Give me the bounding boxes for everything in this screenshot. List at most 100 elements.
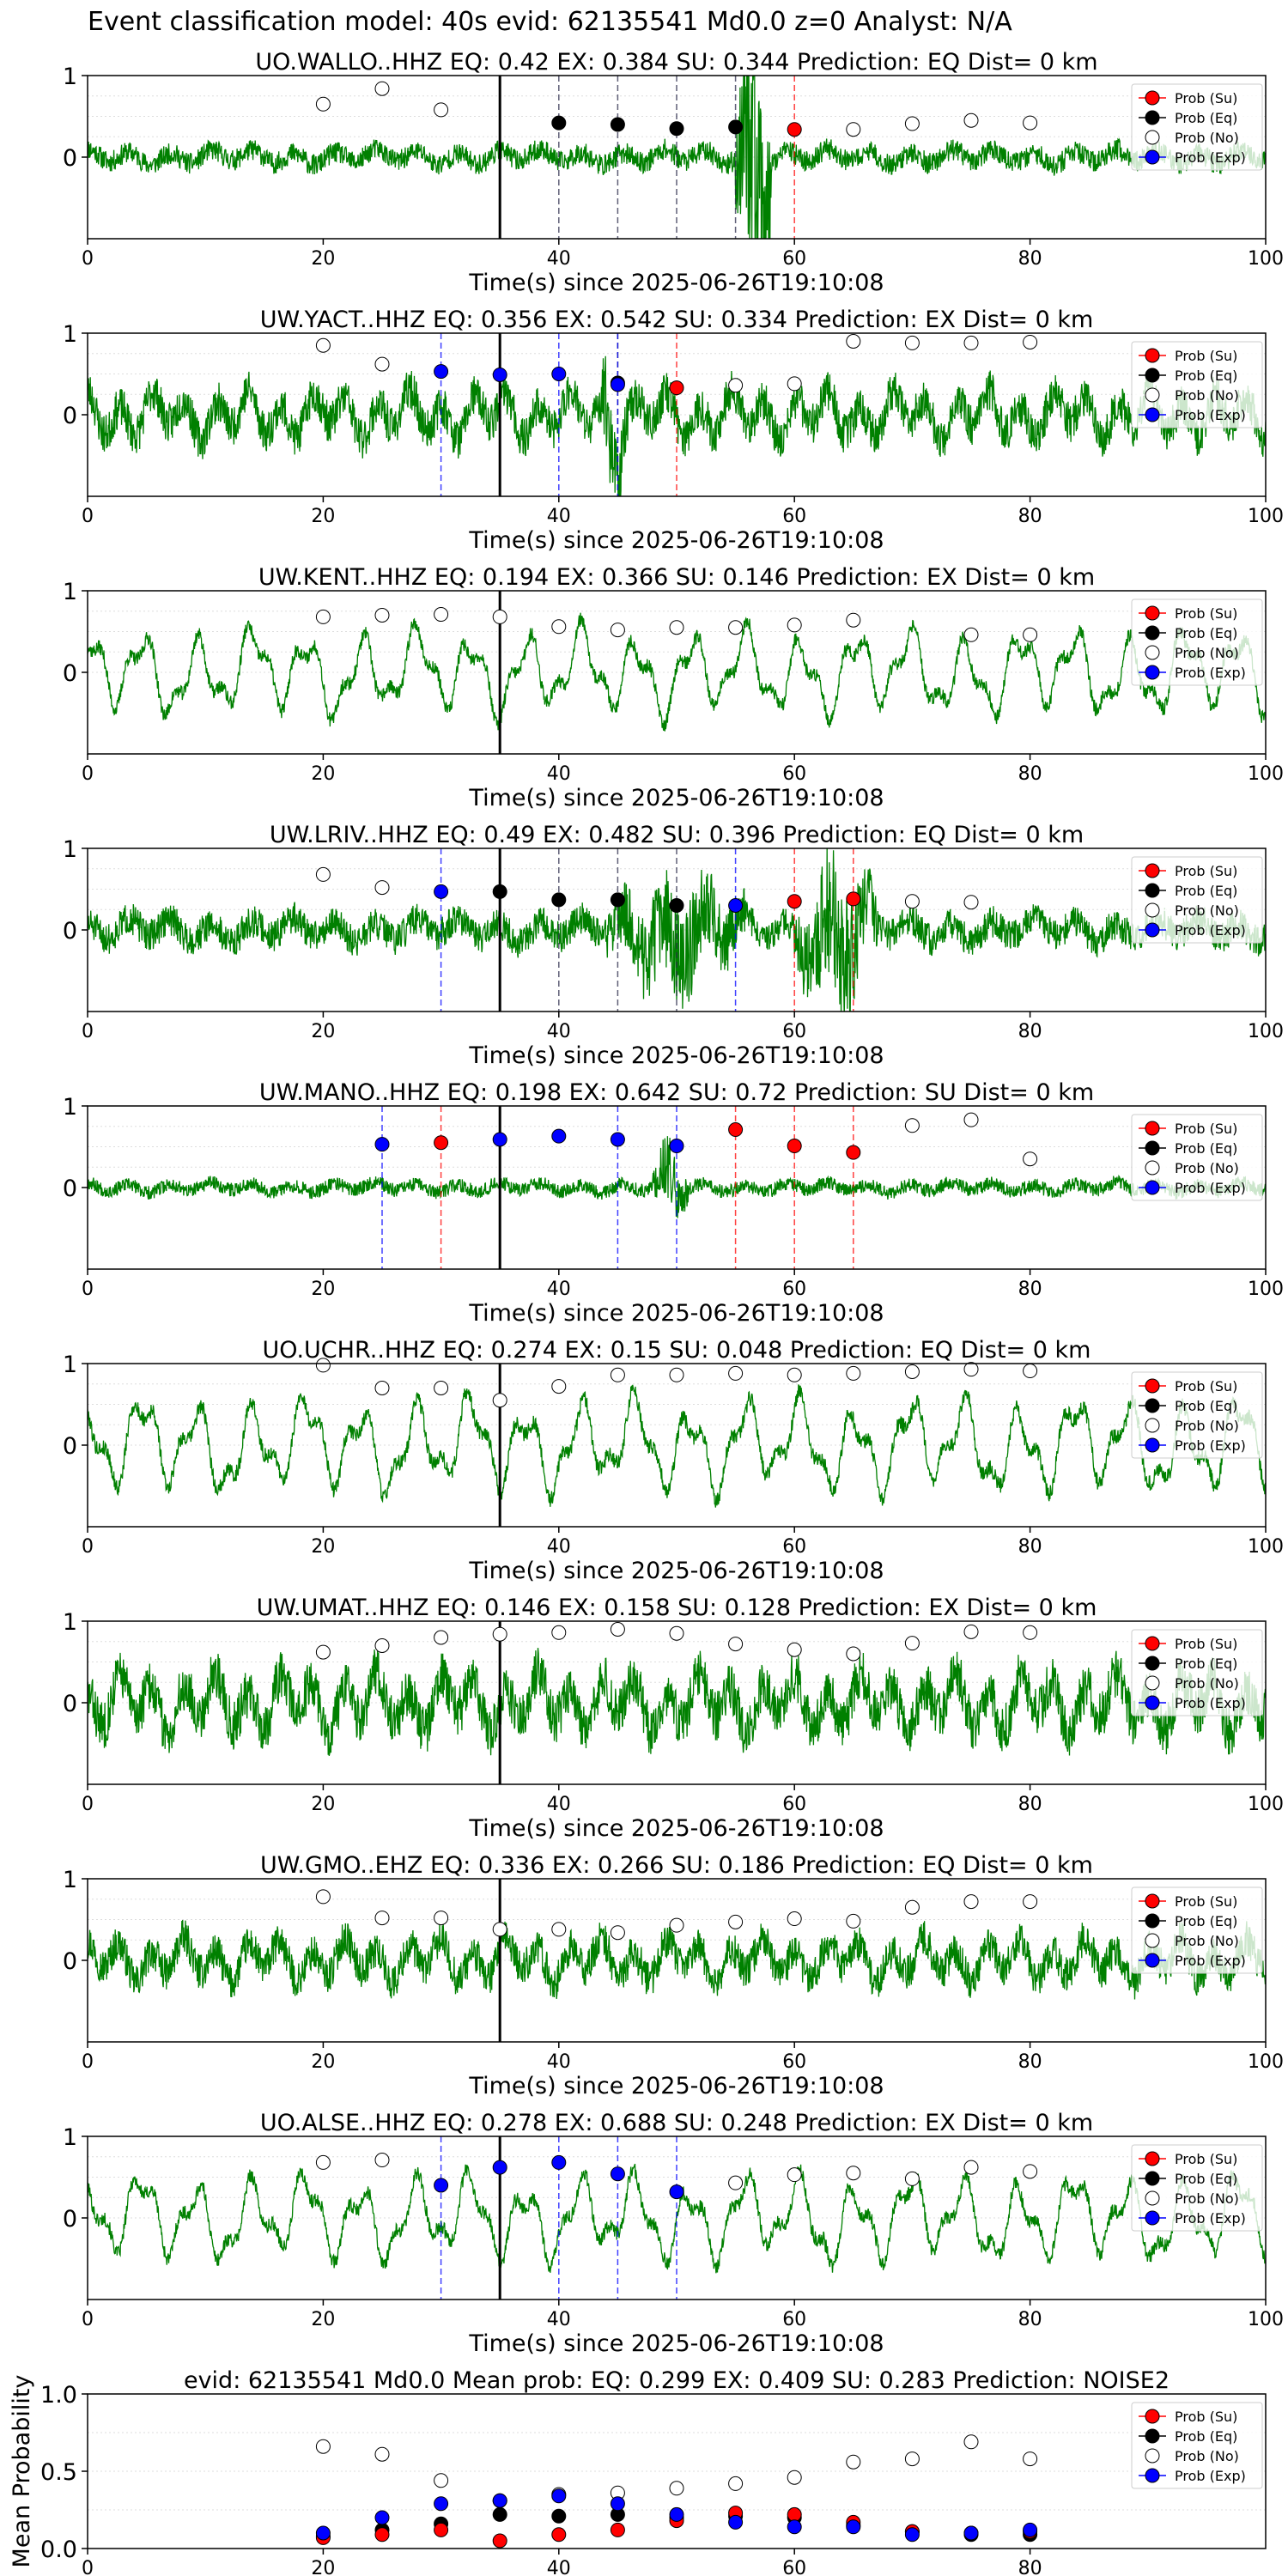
prob-marker-no (315, 1889, 331, 1905)
legend-label: Prob (Su) (1175, 348, 1237, 364)
x-tick-label: 100 (1248, 2051, 1284, 2073)
legend-label: Prob (Su) (1175, 1378, 1237, 1394)
x-tick-label: 40 (547, 248, 571, 270)
legend-marker (1145, 1398, 1160, 1413)
x-axis-label: Time(s) since 2025-06-26T19:10:08 (468, 270, 884, 296)
x-tick-label: 40 (547, 1794, 571, 1815)
x-tick-label: 80 (1018, 2051, 1042, 2073)
x-tick-label: 100 (1248, 1794, 1284, 1815)
legend-box (1131, 598, 1263, 686)
legend-marker (1145, 368, 1160, 383)
prob-marker-no (669, 1917, 684, 1933)
x-tick-label: 80 (1018, 1536, 1042, 1558)
legend-label: Prob (Su) (1175, 605, 1237, 622)
legend-marker (1145, 1160, 1160, 1176)
prob-marker-no (492, 609, 507, 624)
legend-marker (1145, 645, 1160, 660)
legend-marker (1145, 387, 1160, 403)
prob-marker-no (728, 620, 744, 635)
legend-label: Prob (No) (1175, 1418, 1239, 1434)
prob-marker-no (904, 1364, 920, 1379)
waveform-trace (88, 1919, 1266, 2000)
mean-marker-no (963, 2434, 979, 2450)
prob-marker-no (963, 895, 979, 910)
prob-marker-no (669, 1367, 684, 1382)
y-tick-label: 1 (63, 579, 77, 605)
x-tick-label: 100 (1248, 248, 1284, 270)
prob-marker-no (374, 880, 390, 896)
x-tick-label: 20 (311, 763, 335, 785)
legend-marker (1145, 902, 1160, 918)
legend-marker (1145, 863, 1160, 878)
x-tick-label: 0 (82, 1794, 94, 1815)
x-tick-label: 80 (1018, 1021, 1042, 1042)
panel-title: UO.WALLO..HHZ EQ: 0.42 EX: 0.384 SU: 0.3… (255, 49, 1097, 76)
waveform-trace (88, 1384, 1266, 1508)
prob-marker-no (846, 1913, 861, 1929)
prob-marker-exp (374, 1137, 390, 1152)
mean-marker-no (315, 2439, 331, 2454)
prob-marker-exp (492, 2160, 507, 2175)
legend-marker (1145, 1695, 1160, 1710)
panel-title: UW.YACT..HHZ EQ: 0.356 EX: 0.542 SU: 0.3… (260, 307, 1094, 333)
legend-marker (1145, 883, 1160, 898)
legend-label: Prob (Eq) (1175, 883, 1237, 899)
prob-marker-no (315, 2154, 331, 2170)
waveform-trace (88, 612, 1266, 732)
legend-marker (1145, 1418, 1160, 1433)
y-tick-label: 0 (63, 1691, 77, 1717)
panel-title: evid: 62135541 Md0.0 Mean prob: EQ: 0.29… (184, 2367, 1170, 2394)
prob-marker-no (963, 335, 979, 350)
prob-marker-exp (492, 367, 507, 382)
prob-marker-no (904, 1636, 920, 1651)
x-tick-label: 20 (311, 1794, 335, 1815)
mean-marker-su (434, 2522, 449, 2537)
prob-marker-no (610, 1925, 625, 1941)
prob-marker-su (846, 1145, 861, 1160)
legend-marker (1145, 2171, 1160, 2186)
x-tick-label: 40 (547, 1021, 571, 1042)
mean-marker-no (728, 2476, 744, 2491)
y-tick-label: 1 (63, 321, 77, 348)
mean-marker-no (374, 2446, 390, 2462)
x-tick-label: 60 (782, 1794, 806, 1815)
prob-marker-no (492, 1922, 507, 1937)
prob-marker-no (963, 1112, 979, 1127)
station-panel: Prob (Su) Prob (Eq) Prob (No) Prob (Exp) UW.… (63, 307, 1284, 554)
station-panel: Prob (Su) Prob (Eq) Prob (No) Prob (Exp) UW.… (63, 564, 1284, 811)
mean-marker-exp (610, 2496, 625, 2512)
legend-label: Prob (Exp) (1175, 1437, 1246, 1454)
mean-marker-exp (315, 2525, 331, 2541)
x-axis-label: Time(s) since 2025-06-26T19:10:08 (468, 1300, 884, 1327)
mean-marker-no (904, 2451, 920, 2467)
x-tick-label: 100 (1248, 2309, 1284, 2330)
mean-marker-exp (963, 2525, 979, 2541)
station-panel: Prob (Su) Prob (Eq) Prob (No) Prob (Exp) UW.… (63, 1595, 1284, 1842)
waveform-trace (88, 1647, 1266, 1757)
legend-label: Prob (Eq) (1175, 1398, 1237, 1414)
legend-label: Prob (No) (1175, 130, 1239, 146)
x-tick-label: 0 (82, 506, 94, 527)
prob-marker-no (434, 1381, 449, 1395)
legend-label: Prob (No) (1175, 1675, 1239, 1692)
mean-marker-exp (669, 2506, 684, 2522)
x-tick-label: 0 (82, 2558, 94, 2576)
prob-marker-exp (551, 2154, 567, 2170)
x-tick-label: 20 (311, 1536, 335, 1558)
prob-marker-su (728, 1122, 744, 1138)
prob-marker-exp (669, 2184, 684, 2200)
legend-box (1131, 1371, 1263, 1459)
prob-marker-exp (610, 377, 625, 392)
legend-marker (1145, 130, 1160, 145)
prob-marker-eq (669, 121, 684, 137)
legend-box (1131, 1114, 1263, 1201)
x-tick-label: 80 (1018, 2558, 1042, 2576)
legend-label: Prob (Exp) (1175, 665, 1246, 681)
x-tick-label: 40 (547, 1536, 571, 1558)
x-tick-label: 80 (1018, 2309, 1042, 2330)
prob-marker-no (904, 894, 920, 909)
station-panel: Prob (Su) Prob (Eq) Prob (No) Prob (Exp) UW.… (63, 1079, 1284, 1327)
legend-label: Prob (Eq) (1175, 110, 1237, 126)
prob-marker-no (551, 1922, 567, 1937)
mean-marker-exp (787, 2519, 802, 2535)
